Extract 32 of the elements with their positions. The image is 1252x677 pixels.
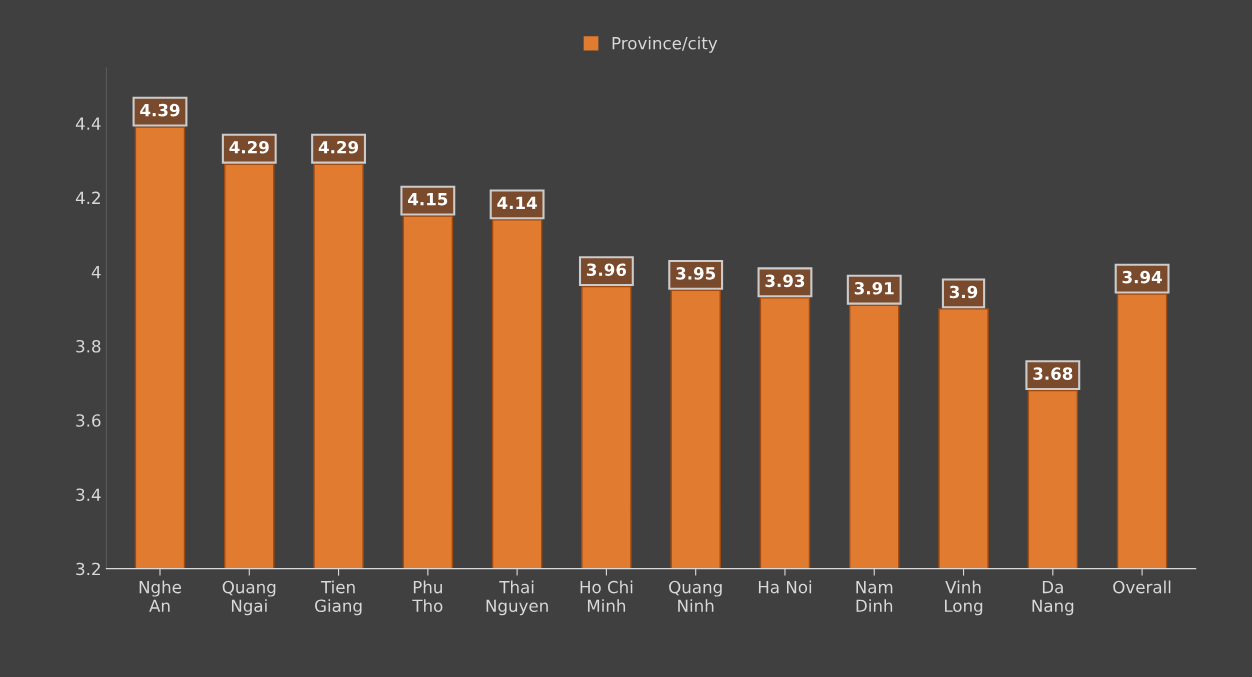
data-label: 4.29 (229, 140, 269, 154)
x-tick-label: Phu Tho (412, 580, 443, 613)
data-label: 4.39 (140, 103, 180, 117)
y-tick-label: 3.8 (76, 339, 101, 353)
data-label: 4.14 (497, 196, 537, 209)
y-tick-label: 3.4 (76, 488, 101, 502)
y-tick-label: 4.4 (75, 117, 101, 130)
data-label: 3.96 (586, 263, 627, 276)
x-tick-label: Quang Ngai (222, 580, 276, 616)
y-tick-label: 4.2 (75, 191, 100, 204)
y-tick-label: 3.6 (76, 414, 101, 427)
data-label: 3.68 (1033, 367, 1073, 380)
x-tick-label: Quang Ninh (669, 580, 722, 612)
data-label: 3.95 (676, 267, 716, 280)
y-tick-label: 4 (91, 265, 101, 279)
x-tick-label: Thai Nguyen (486, 580, 548, 616)
x-tick-label: Ha Noi (758, 580, 812, 594)
x-tick-label: Nghe An (139, 580, 182, 612)
x-tick-label: Ho Chi Minh (580, 580, 633, 612)
data-label: 3.91 (854, 281, 894, 295)
x-tick-label: Tien Giang (315, 580, 362, 616)
x-tick-label: Nam Dinh (856, 581, 893, 612)
data-label: 3.94 (1122, 270, 1162, 284)
x-tick-label: Vinh Long (944, 580, 983, 616)
data-label: 4.15 (408, 193, 448, 206)
data-label: 4.29 (318, 140, 359, 154)
y-tick-label: 3.2 (76, 562, 100, 576)
x-tick-label: Da Nang (1032, 581, 1074, 616)
legend-label: Province/city (612, 36, 718, 53)
x-tick-label: Overall (1113, 580, 1171, 594)
data-label: 3.9 (949, 285, 978, 299)
data-label: 3.93 (765, 274, 805, 288)
